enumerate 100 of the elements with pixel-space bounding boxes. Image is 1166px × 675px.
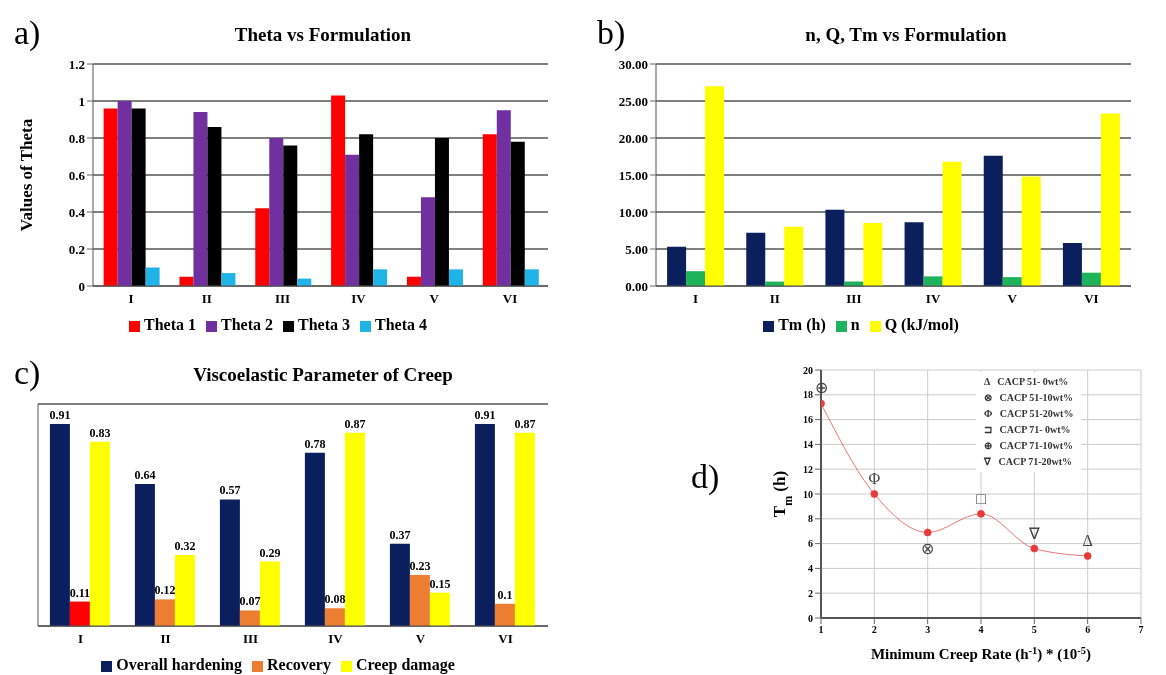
x-tick-label: IV [351,291,367,307]
x-tick-label: 6 [1085,624,1091,636]
legend-label: Theta 4 [375,316,427,333]
y-tick-label: 12 [803,463,813,475]
annotation: ∇ CACP 71-20wt% [984,455,1074,469]
x-tick-label: VI [498,631,513,647]
x-tick-label: II [201,291,212,307]
bar [255,208,270,286]
y-tick-label: 1.2 [68,56,85,72]
bar [103,108,118,286]
data-label: 0.1 [497,587,513,602]
x-tick-label: 2 [871,624,877,636]
chart-title: Theta vs Formulation [233,23,413,47]
y-tick-label: 5.00 [625,241,648,257]
y-tick-label: 25.00 [618,93,648,109]
bar [409,574,430,626]
y-tick-label: 20 [803,364,813,376]
bar [667,246,687,286]
data-label: 0.57 [219,483,241,498]
legend-label: Recovery [267,656,331,673]
bar [1021,176,1041,286]
bar [524,269,539,286]
data-label: 0.29 [259,545,281,560]
bar [705,86,725,286]
data-label: 0.64 [134,467,156,482]
x-axis-title: Minimum Creep Rate (h$^{-1}$) * (10$^{-5}$) [870,644,1092,663]
x-tick-label: II [769,291,780,307]
bar [373,269,388,286]
bar [69,601,90,626]
annotation: ⊗ [921,539,935,557]
bar [134,483,155,626]
bar [154,599,175,626]
bar [923,276,943,286]
bar [89,441,110,626]
bar [207,126,222,286]
x-tick-label: 1 [818,624,824,636]
annotation: ∇ [1027,524,1040,542]
y-tick-label: 20.00 [618,130,648,146]
annotation: ⊐ CACP 71- 0wt% [984,423,1072,437]
bar [331,95,346,286]
point [923,528,932,537]
text: c) [14,354,41,392]
data-label: 0.11 [69,585,91,600]
bar [514,432,535,626]
y-tick-label: 4 [808,562,813,574]
y-tick-label: 10.00 [618,204,648,220]
data-label: 0.91 [49,407,71,422]
bar [474,423,495,626]
x-tick-label: 4 [978,624,984,636]
bar [239,610,260,626]
point [1030,544,1039,553]
bar [510,141,525,286]
bar [496,110,511,286]
bar [983,155,1003,286]
point [1083,552,1092,560]
y-tick-label: 0.8 [68,130,86,146]
point [977,509,985,518]
bar [269,138,284,286]
text: d) [691,458,720,496]
y-tick-label: 0.6 [68,167,86,183]
data-label: 0.07 [239,594,261,609]
x-tick-label: V [1007,291,1018,307]
y-tick-label: 6 [808,538,813,550]
bar [131,108,146,286]
data-label: 0.08 [324,592,346,607]
y-tick-label: 14 [803,438,813,450]
y-tick-label: 0.00 [625,278,648,294]
bar [420,197,435,286]
y-tick-label: 0 [808,612,813,624]
y-tick-label: 30.00 [618,56,648,72]
data-label: 0.23 [409,558,431,573]
bar [904,222,924,286]
point [870,490,879,498]
data-label: 0.12 [154,583,176,598]
y-tick-label: 2 [808,587,813,599]
data-label: 0.37 [389,527,411,542]
legend-label: n [850,316,860,333]
bar [1081,272,1101,286]
bar [283,145,298,286]
bar [863,223,883,286]
bar [219,499,240,626]
x-tick-label: 5 [1031,624,1037,636]
chart-title: Viscoelastic Parameter of Creep [192,363,454,387]
bar [344,432,365,626]
x-tick-label: V [415,631,426,647]
bar [324,608,345,626]
data-label: 0.91 [474,407,496,422]
y-tick-label: 0.2 [68,241,85,257]
legend-label: Theta 2 [221,316,273,333]
legend-label: Overall hardening [116,656,242,673]
y-tick-label: 1 [78,93,85,109]
bar [434,138,449,286]
bar [429,592,450,626]
text: b) [597,14,626,52]
y-tick-label: 0 [78,278,85,294]
legend-label: Tm (h) [778,316,826,333]
bar [259,561,280,626]
legend-label: Theta 1 [144,316,196,333]
data-label: 0.83 [89,425,111,440]
bar [389,543,410,626]
